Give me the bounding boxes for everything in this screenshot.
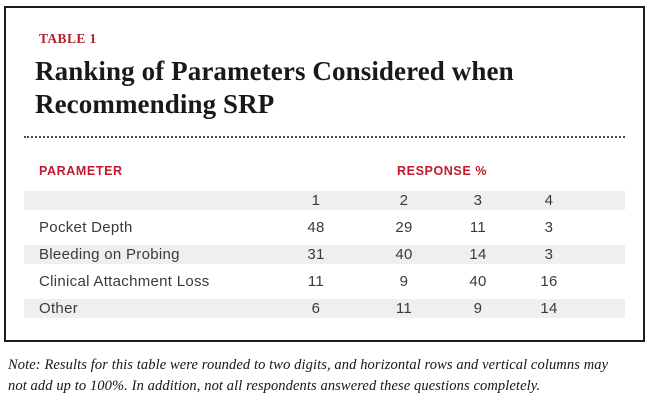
value-cell: 3 (544, 246, 554, 263)
value-cell: 11 (469, 219, 487, 236)
value-cell: 14 (469, 246, 487, 263)
value-cell: 11 (307, 273, 325, 290)
value-cell: 14 (540, 300, 558, 317)
value-cell: 40 (469, 273, 487, 290)
table-number-label: TABLE 1 (39, 31, 97, 46)
value-cell: 9 (399, 273, 409, 290)
footnote-line-2: not add up to 100%. In addition, not all… (8, 378, 541, 394)
response-percent-column-header: RESPONSE % (397, 164, 488, 178)
rank-header-3: 3 (473, 192, 483, 209)
value-cell: 31 (307, 246, 325, 263)
value-cell: 40 (395, 246, 413, 263)
parameter-cell: Pocket Depth (39, 219, 133, 236)
table-row-pocket-depth: Pocket Depth 48 29 11 3 (24, 218, 625, 237)
parameter-column-header: PARAMETER (39, 164, 123, 178)
table-title-line-2: Recommending SRP (35, 89, 275, 119)
rank-header-row: 1 2 3 4 (24, 191, 625, 210)
footnote-line-1: Note: Results for this table were rounde… (8, 357, 609, 373)
value-cell: 48 (307, 219, 325, 236)
dotted-divider (24, 136, 625, 138)
parameter-cell: Other (39, 300, 79, 317)
table-row-bleeding-on-probing: Bleeding on Probing 31 40 14 3 (24, 245, 625, 264)
value-cell: 6 (311, 300, 321, 317)
value-cell: 29 (395, 219, 413, 236)
value-cell: 16 (540, 273, 558, 290)
value-cell: 11 (395, 300, 413, 317)
value-cell: 9 (473, 300, 483, 317)
column-headers: PARAMETER RESPONSE % (24, 164, 625, 179)
table-card: TABLE 1 Ranking of Parameters Considered… (4, 6, 645, 342)
rank-header-1: 1 (311, 192, 321, 209)
table-body: 1 2 3 4 Pocket Depth 48 29 11 3 Bleeding… (24, 191, 625, 318)
rank-header-2: 2 (399, 192, 409, 209)
rank-header-4: 4 (544, 192, 554, 209)
table-footnote: Note: Results for this table were rounde… (8, 355, 608, 397)
table-row-other: Other 6 11 9 14 (24, 299, 625, 318)
table-title: Ranking of Parameters Considered when Re… (35, 55, 623, 121)
parameter-cell: Clinical Attachment Loss (39, 273, 210, 290)
table-row-clinical-attachment-loss: Clinical Attachment Loss 11 9 40 16 (24, 272, 625, 291)
table-title-line-1: Ranking of Parameters Considered when (35, 56, 514, 86)
parameter-cell: Bleeding on Probing (39, 246, 180, 263)
value-cell: 3 (544, 219, 554, 236)
